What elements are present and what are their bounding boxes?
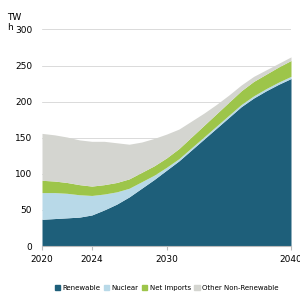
Legend: Renewable, Nuclear, Net Imports, Other Non-Renewable: Renewable, Nuclear, Net Imports, Other N… xyxy=(52,282,281,293)
Text: TW
h: TW h xyxy=(7,13,21,32)
